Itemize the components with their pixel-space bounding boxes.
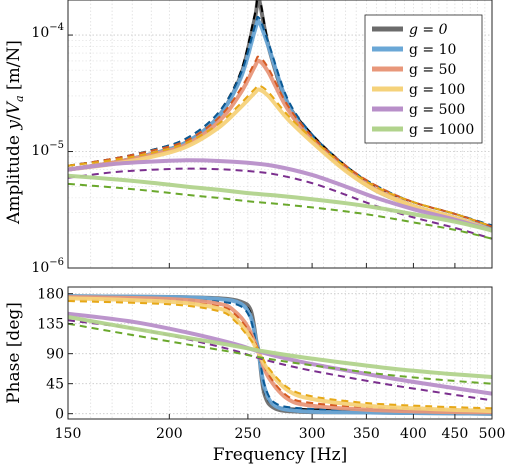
xtick-label: 150 (55, 426, 82, 442)
xtick-label: 200 (156, 426, 183, 442)
phase-axes-frame (67, 286, 493, 420)
phase-xlabel: Frequency [Hz] (213, 445, 347, 465)
ytick-label-1e-6: 10−6 (31, 257, 64, 276)
ytick-label-1e-4: 10−4 (31, 22, 64, 41)
ytick-label-1e-5: 10−5 (31, 140, 64, 159)
xtick-label: 350 (353, 426, 380, 442)
phase-ylabel: Phase [deg] (4, 302, 24, 404)
legend-label-0: g = 0 (409, 22, 448, 38)
phase-model-line-3 (68, 300, 492, 410)
amplitude-series (68, 0, 492, 240)
ytick-label: 90 (46, 347, 64, 363)
legend-box (364, 14, 483, 144)
amplitude-model-line-5 (68, 182, 492, 240)
legend-label-5: g = 1000 (409, 122, 474, 138)
phase-ticks: 150 200 250 300 350 400 450 500 0 45 90 135 180 (37, 287, 505, 442)
amplitude-line-3 (68, 87, 492, 233)
amplitude-line-4 (68, 158, 492, 233)
xtick-label: 400 (400, 426, 427, 442)
amplitude-model-line-3 (68, 84, 492, 228)
xtick-label: 250 (235, 426, 262, 442)
legend-label-1: g = 10 (409, 42, 456, 58)
amplitude-line-5 (68, 173, 492, 233)
amplitude-axes-frame (67, 0, 493, 269)
phase-line-4 (68, 311, 492, 396)
ytick-label: 180 (37, 287, 64, 303)
legend: g = 0 g = 10 g = 50 g = 100 g = 500 g = 1000 (364, 14, 483, 144)
ytick-label: 0 (55, 407, 64, 423)
amplitude-model-line-1 (68, 15, 492, 227)
amplitude-ylabel: Amplitude y/Va [m/N] (4, 40, 26, 225)
amplitude-model-line-4 (68, 167, 492, 240)
amplitude-ticks (67, 34, 493, 269)
ytick-label: 135 (37, 317, 64, 333)
phase-model-line-5 (68, 322, 492, 385)
phase-line-5 (68, 315, 492, 379)
legend-label-2: g = 50 (409, 62, 456, 78)
xtick-label: 450 (442, 426, 469, 442)
phase-series (68, 294, 492, 416)
legend-label-4: g = 500 (409, 102, 465, 118)
legend-label-3: g = 100 (409, 82, 465, 98)
xtick-label: 500 (479, 426, 506, 442)
ytick-label: 45 (46, 377, 64, 393)
xtick-label: 300 (299, 426, 326, 442)
